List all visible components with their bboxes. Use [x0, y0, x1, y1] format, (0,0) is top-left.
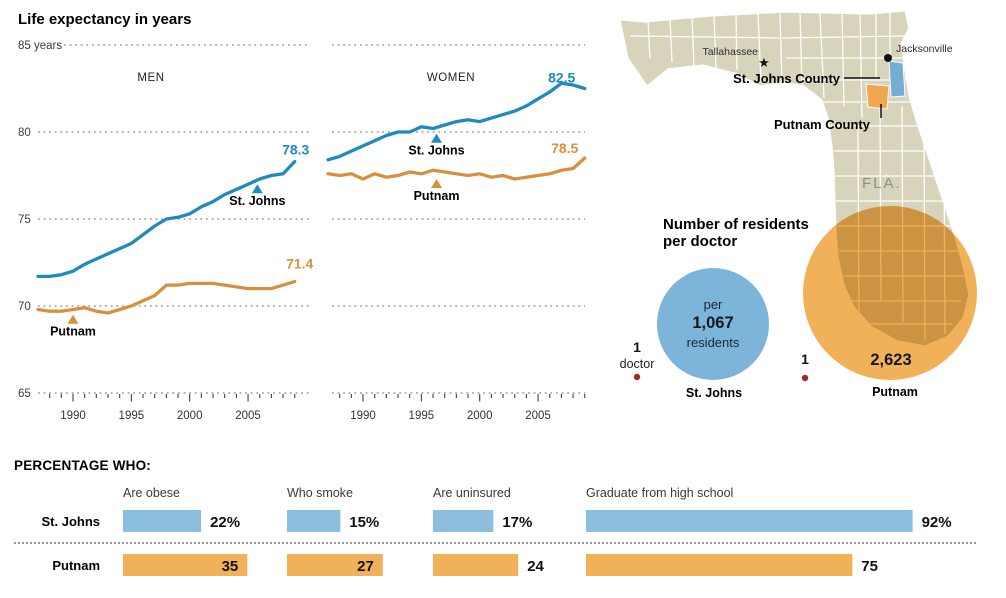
x-tick-label: 2005 — [235, 410, 261, 422]
st-johns-circle-caption: St. Johns — [686, 386, 742, 400]
series-end-value: 82.5 — [548, 70, 575, 86]
bar-value-label: 17% — [502, 514, 532, 531]
column-header: Are obese — [123, 486, 180, 500]
putnam-doctor-count: 1 — [801, 351, 809, 367]
annotation-triangle-icon — [431, 133, 443, 143]
row-separator — [14, 542, 976, 544]
putnam-county-label: Putnam County — [774, 117, 871, 132]
column-header: Who smoke — [287, 486, 353, 500]
x-tick-label: 1995 — [119, 410, 145, 422]
series-annotation-label: St. Johns — [229, 194, 285, 208]
series-annotation-label: St. Johns — [408, 144, 464, 158]
series-end-value: 78.5 — [551, 140, 578, 156]
annotation-triangle-icon — [251, 184, 263, 194]
bar-value-label: 92% — [922, 514, 952, 531]
bar-value-label: 35 — [222, 558, 239, 575]
y-axis-label: 70 — [18, 301, 31, 313]
bar-value-label: 75 — [861, 558, 878, 575]
bar-value-label: 27 — [357, 558, 374, 575]
series-end-value: 78.3 — [282, 142, 309, 158]
bar-value-label: 22% — [210, 514, 240, 531]
bar-st-johns — [433, 510, 494, 532]
annotation-triangle-icon — [67, 314, 79, 324]
bar-st-johns — [586, 510, 913, 532]
y-axis-label: 75 — [18, 214, 31, 226]
putnam-doctor-dot-icon — [801, 374, 809, 382]
x-tick-label: 2005 — [525, 410, 551, 422]
column-header: Are uninsured — [433, 486, 511, 500]
bar-value-label: 24 — [527, 558, 544, 575]
series-annotation-label: Putnam — [414, 189, 460, 203]
bar-st-johns — [123, 510, 202, 532]
st-johns-county-label: St. Johns County — [733, 71, 841, 86]
bar-putnam — [433, 554, 519, 576]
residents-per-doctor-heading-line1: Number of residents — [663, 216, 809, 233]
st-johns-residents-circle — [657, 268, 769, 380]
column-header: Graduate from high school — [586, 486, 733, 500]
florida-map: ★ Tallahassee Jacksonville St. Johns Cou… — [619, 10, 977, 400]
bar-putnam — [123, 554, 248, 576]
putnam-county-shape — [865, 83, 890, 110]
st-johns-circle-line1: per — [704, 297, 723, 312]
st-johns-doctor-dot-icon — [633, 373, 641, 381]
bar-putnam — [287, 554, 383, 576]
st-johns-circle-line3: residents — [687, 335, 740, 350]
percentage-section-heading: PERCENTAGE WHO: — [14, 458, 151, 473]
residents-per-doctor-heading-line2: per doctor — [663, 233, 738, 250]
line-series-st-johns — [36, 159, 297, 279]
st-johns-county-shape — [888, 60, 906, 98]
series-end-value: 71.4 — [286, 256, 313, 272]
st-johns-circle-value: 1,067 — [692, 314, 733, 332]
y-axis-label: 80 — [18, 127, 31, 139]
st-johns-doctor-unit: doctor — [620, 357, 655, 371]
bar-value-label: 15% — [349, 514, 379, 531]
page-title: Life expectancy in years — [18, 11, 192, 28]
line-series-st-johns — [326, 81, 587, 162]
bar-putnam — [586, 554, 853, 576]
residents-per-doctor-heading: Number of residents per doctor — [663, 216, 809, 250]
series-annotation-label: Putnam — [50, 325, 96, 339]
state-label: FLA. — [862, 175, 902, 192]
line-series-putnam — [36, 279, 297, 315]
panel-label: MEN — [137, 72, 164, 84]
row-label-st-johns: St. Johns — [41, 514, 100, 529]
x-tick-label: 1990 — [60, 410, 86, 422]
y-axis-label: 85 years — [18, 40, 62, 52]
x-tick-label: 1990 — [350, 410, 376, 422]
x-tick-label: 1995 — [409, 410, 435, 422]
x-tick-label: 2000 — [177, 410, 203, 422]
putnam-residents-circle — [803, 206, 977, 380]
capital-star-icon: ★ — [758, 55, 770, 70]
capital-label: Tallahassee — [703, 46, 759, 58]
x-tick-label: 2000 — [467, 410, 493, 422]
city-label: Jacksonville — [896, 43, 953, 55]
putnam-circle-caption: Putnam — [872, 385, 918, 399]
row-label-putnam: Putnam — [52, 558, 100, 573]
line-series-putnam — [326, 156, 587, 181]
panel-label: WOMEN — [427, 72, 475, 84]
putnam-circle-value: 2,623 — [870, 351, 911, 369]
bar-st-johns — [287, 510, 341, 532]
annotation-triangle-icon — [431, 178, 443, 188]
city-dot-icon — [884, 54, 892, 62]
y-axis-label: 65 — [18, 388, 31, 400]
st-johns-doctor-count: 1 — [633, 339, 641, 355]
